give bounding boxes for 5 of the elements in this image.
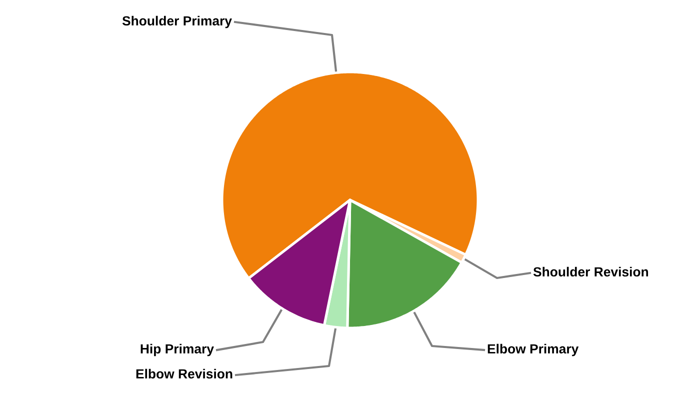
slice-label: Elbow Revision <box>136 368 232 379</box>
slice-label: Hip Primary <box>140 344 214 356</box>
slice-label: Shoulder Revision <box>533 266 648 277</box>
slice-label: Elbow Primary <box>488 344 579 356</box>
slice-label: Shoulder Primary <box>122 16 232 28</box>
